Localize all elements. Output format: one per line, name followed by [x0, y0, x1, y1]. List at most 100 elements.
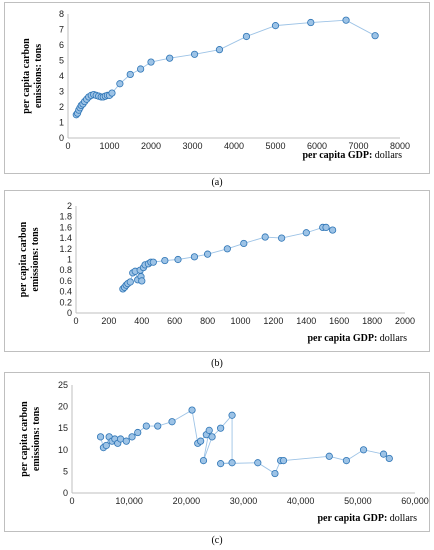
y-tick-label-a: 4	[59, 71, 64, 81]
data-point-c	[102, 441, 110, 450]
y-tick-label-a: 2	[59, 102, 64, 112]
x-tick-label-c: 30,000	[230, 496, 258, 506]
data-point-b	[190, 253, 199, 261]
y-tick-label-a: 1	[59, 118, 64, 128]
y-tick-label-b: 1.8	[59, 212, 72, 222]
data-point-c	[385, 454, 393, 463]
data-point-c	[379, 450, 388, 458]
data-point-b	[138, 277, 146, 285]
y-tick-label-c: 10	[58, 445, 68, 455]
y-tick-label-a: 6	[59, 40, 64, 50]
data-point-c	[254, 459, 262, 467]
chart-caption-a: (a)	[211, 177, 223, 188]
data-point-c	[128, 433, 136, 441]
y-tick-label-b: 0.8	[59, 265, 72, 275]
x-tick-label-a: 6000	[307, 141, 327, 151]
data-point-c	[168, 418, 176, 426]
data-point-b	[240, 239, 248, 248]
x-tick-label-c: 50,000	[344, 496, 372, 506]
data-point-a	[242, 32, 251, 41]
data-point-b	[161, 256, 169, 265]
data-point-a	[137, 65, 145, 73]
x-tick-label-b: 1000	[230, 316, 250, 326]
y-tick-label-a: 8	[59, 9, 64, 19]
svg-text:emissions: tons: emissions: tons	[30, 227, 41, 291]
svg-text:per capita carbon: per capita carbon	[18, 221, 29, 297]
data-point-c	[208, 433, 216, 441]
y-tick-label-b: 0.2	[59, 297, 72, 307]
x-axis-label-a: per capita GDP: dollars	[302, 150, 402, 161]
x-tick-label-a: 0	[65, 141, 70, 151]
data-point-c	[228, 459, 236, 467]
data-point-c	[325, 452, 333, 460]
data-point-b	[278, 234, 286, 242]
y-tick-label-b: 1	[67, 255, 72, 265]
data-point-b	[223, 245, 231, 253]
y-axis-label-c: per capita carbon emissions: tons	[19, 401, 42, 477]
x-axis-label-b: per capita GDP: dollars	[307, 333, 407, 344]
data-point-b	[302, 229, 310, 237]
data-point-c	[271, 469, 279, 478]
data-point-c	[154, 422, 162, 430]
data-point-c	[199, 457, 208, 465]
y-axis-label-a: per capita carbon emissions: tons	[21, 38, 44, 114]
data-point-b	[174, 255, 182, 264]
svg-text:per capita carbon: per capita carbon	[21, 38, 32, 114]
x-tick-label-b: 1600	[329, 316, 349, 326]
svg-text:per capita carbon: per capita carbon	[19, 401, 30, 477]
data-point-a	[126, 70, 134, 79]
y-tick-label-c: 5	[63, 466, 68, 476]
x-tick-label-a: 4000	[224, 141, 244, 151]
data-point-a	[116, 80, 124, 88]
x-tick-label-c: 10,000	[115, 496, 143, 506]
y-tick-label-c: 15	[58, 423, 68, 433]
data-point-b	[126, 278, 134, 286]
data-point-c	[359, 446, 368, 454]
x-tick-label-b: 200	[101, 316, 116, 326]
data-point-c	[134, 428, 142, 437]
chart-caption-b: (b)	[211, 358, 223, 369]
data-point-a	[271, 22, 280, 30]
data-point-b	[329, 226, 337, 234]
data-point-a	[371, 32, 379, 40]
y-tick-label-b: 1.4	[59, 233, 72, 243]
y-tick-label-c: 0	[63, 488, 68, 498]
chart-svg-c: 0 10,000 20,000 30,000 40,000 50,000 60,000 0 5 1…	[19, 380, 429, 524]
x-tick-label-a: 2000	[141, 141, 161, 151]
data-point-c	[188, 406, 196, 414]
data-point-c	[142, 422, 150, 430]
y-tick-label-a: 7	[59, 25, 64, 35]
data-point-a	[190, 50, 199, 58]
y-tick-label-b: 0.6	[59, 276, 72, 286]
data-point-a	[147, 58, 155, 66]
chart-svg-a: 0 1000 2000 3000 4000 5000 6000 7000 8000 0 1 2 3 4 5 6…	[21, 9, 410, 161]
x-tick-label-a: 3000	[182, 141, 202, 151]
data-point-b	[322, 223, 330, 232]
x-tick-label-b: 0	[73, 316, 78, 326]
x-axis-label-c: per capita GDP: dollars	[317, 513, 417, 524]
x-tick-label-c: 60,000	[401, 496, 429, 506]
x-tick-label-b: 1800	[362, 316, 382, 326]
data-point-b	[204, 250, 212, 258]
x-tick-label-c: 20,000	[173, 496, 201, 506]
x-tick-label-b: 600	[167, 316, 182, 326]
y-tick-label-a: 0	[59, 133, 64, 143]
data-point-c	[122, 437, 130, 445]
x-tick-label-c: 0	[69, 496, 74, 506]
y-tick-label-b: 2	[67, 201, 72, 211]
y-tick-label-b: 0	[67, 308, 72, 318]
x-tick-label-a: 1000	[99, 141, 119, 151]
chart-frame-a	[4, 2, 430, 174]
data-point-a	[307, 18, 315, 27]
y-tick-label-a: 5	[59, 56, 64, 66]
y-axis-label-b: per capita carbon emissions: tons	[18, 221, 41, 297]
y-tick-label-a: 3	[59, 87, 64, 97]
x-tick-label-c: 40,000	[287, 496, 315, 506]
y-tick-label-c: 20	[58, 402, 68, 412]
chart-caption-c: (c)	[211, 535, 223, 546]
chart-frame-b	[4, 190, 430, 352]
data-point-a	[215, 46, 224, 54]
x-tick-label-b: 800	[200, 316, 215, 326]
series-line-b	[122, 226, 333, 290]
data-point-a	[342, 16, 350, 24]
